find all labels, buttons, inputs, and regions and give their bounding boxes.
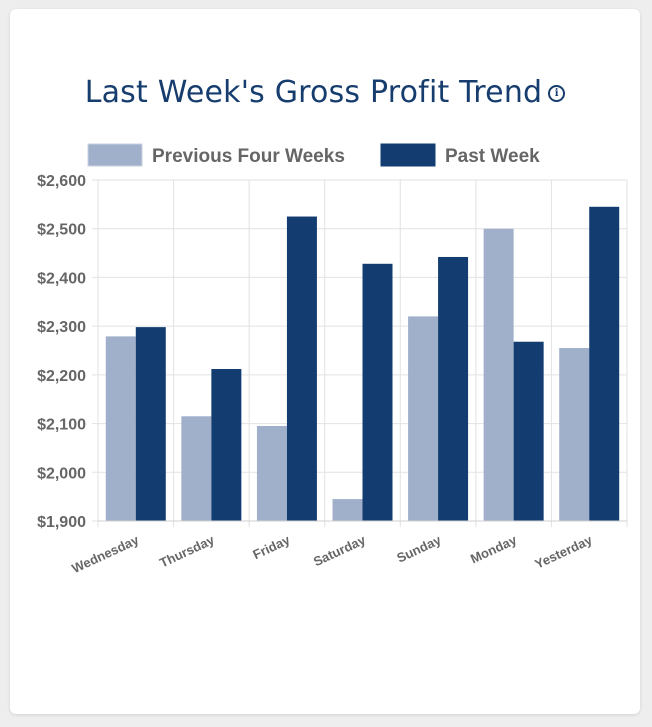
x-tick-label: Thursday (157, 532, 217, 571)
bar-previous-four-weeks (559, 348, 590, 521)
bar-previous-four-weeks (408, 316, 439, 521)
y-tick-label: $2,000 (37, 465, 86, 482)
x-tick-label: Wednesday (69, 532, 141, 576)
bar-previous-four-weeks (105, 336, 136, 521)
y-tick-label: $2,300 (37, 319, 86, 336)
bar-past-week (589, 206, 620, 522)
info-icon[interactable]: i (548, 85, 566, 102)
legend-label: Past Week (445, 146, 540, 167)
x-tick-label: Saturday (311, 532, 368, 569)
legend-swatch-past (380, 143, 436, 167)
x-tick-label: Monday (468, 532, 520, 567)
bar-past-week (135, 327, 166, 521)
x-tick-label: Sunday (394, 532, 444, 566)
bar-past-week (513, 341, 544, 521)
bar-previous-four-weeks (256, 426, 287, 521)
bar-previous-four-weeks (181, 416, 212, 521)
x-tick-label: Yesterday (532, 532, 595, 572)
chart-title: Last Week's Gross Profit Trend (84, 75, 543, 110)
bar-previous-four-weeks (332, 499, 363, 521)
y-tick-label: $2,200 (37, 368, 86, 385)
bar-previous-four-weeks (483, 228, 514, 521)
bar-past-week (286, 216, 317, 522)
y-tick-label: $2,600 (37, 173, 86, 190)
y-tick-label: $2,100 (37, 417, 86, 434)
bar-past-week (211, 369, 242, 521)
legend-swatch-previous (87, 143, 143, 167)
bar-past-week (438, 256, 469, 521)
x-tick-label: Friday (250, 532, 292, 562)
legend-label: Previous Four Weeks (152, 146, 345, 167)
y-tick-label: $2,500 (37, 222, 86, 239)
bar-past-week (362, 263, 393, 521)
y-tick-label: $2,400 (37, 270, 86, 287)
y-tick-label: $1,900 (37, 514, 86, 531)
chart-title-row: Last Week's Gross Profit Trend i (10, 75, 640, 110)
